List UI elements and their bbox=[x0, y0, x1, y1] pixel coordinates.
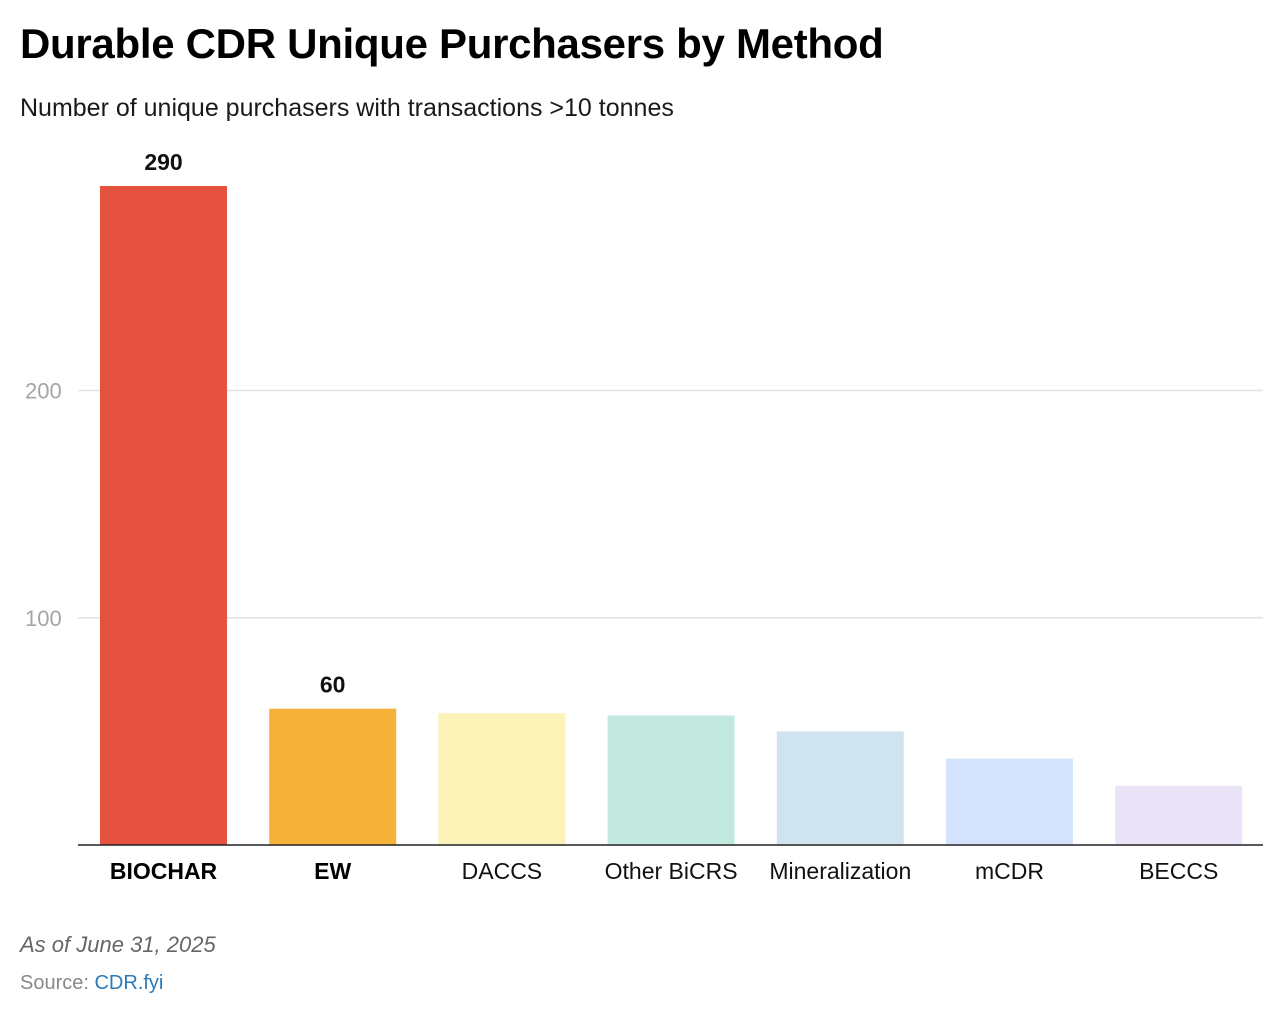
chart-subtitle: Number of unique purchasers with transac… bbox=[20, 94, 674, 122]
y-tick-label: 200 bbox=[25, 379, 62, 404]
source-prefix: Source: bbox=[20, 972, 95, 994]
data-label-ew: 60 bbox=[320, 672, 346, 698]
x-tick-label-mineralization: Mineralization bbox=[769, 858, 911, 884]
x-tick-label-ew: EW bbox=[314, 858, 351, 884]
bar-beccs[interactable] bbox=[1115, 785, 1243, 845]
bar-chart: 100 200 BIOCHAR 290 EW 60 DACCS Other BiCRS Mine… bbox=[25, 149, 1263, 884]
x-tick-label-biochar: BIOCHAR bbox=[110, 858, 218, 884]
x-tick-label-mcdr: mCDR bbox=[975, 858, 1044, 884]
as-of-note: As of June 31, 2025 bbox=[20, 932, 216, 957]
bars bbox=[100, 186, 1243, 845]
bar-biochar[interactable] bbox=[100, 186, 227, 845]
source-link[interactable]: CDR.fyi bbox=[94, 972, 164, 994]
bar-ew[interactable] bbox=[269, 708, 397, 845]
x-tick-label-beccs: BECCS bbox=[1139, 858, 1218, 884]
x-tick-label-other-bicrs: Other BiCRS bbox=[605, 858, 738, 884]
chart-title: Durable CDR Unique Purchasers by Method bbox=[20, 20, 884, 67]
x-tick-label-daccs: DACCS bbox=[462, 858, 543, 884]
data-label-biochar: 290 bbox=[144, 149, 182, 175]
y-tick-label: 100 bbox=[25, 606, 62, 631]
bar-mineralization[interactable] bbox=[776, 731, 904, 845]
bar-daccs[interactable] bbox=[438, 713, 566, 845]
labels: 100 200 BIOCHAR 290 EW 60 DACCS Other BiCRS Mine… bbox=[25, 149, 1218, 884]
bar-mcdr[interactable] bbox=[946, 758, 1073, 845]
bar-other-bicrs[interactable] bbox=[607, 715, 735, 845]
gridlines bbox=[78, 389, 1263, 619]
source-line: Source: CDR.fyi bbox=[20, 972, 163, 995]
